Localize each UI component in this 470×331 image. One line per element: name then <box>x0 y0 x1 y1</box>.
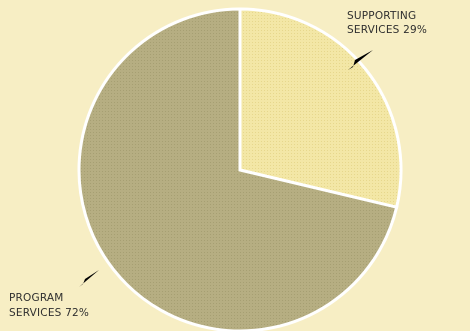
pie-slice-label-program-services: PROGRAM SERVICES 72% <box>9 292 89 319</box>
leader-arrow-program-services <box>79 270 99 287</box>
pie-slice-label-supporting-services: SUPPORTING SERVICES 29% <box>347 10 427 36</box>
leader-arrow-supporting-services <box>348 50 373 70</box>
pie-slice-supporting-services <box>238 7 403 210</box>
pie-slice-program-services <box>77 7 399 331</box>
